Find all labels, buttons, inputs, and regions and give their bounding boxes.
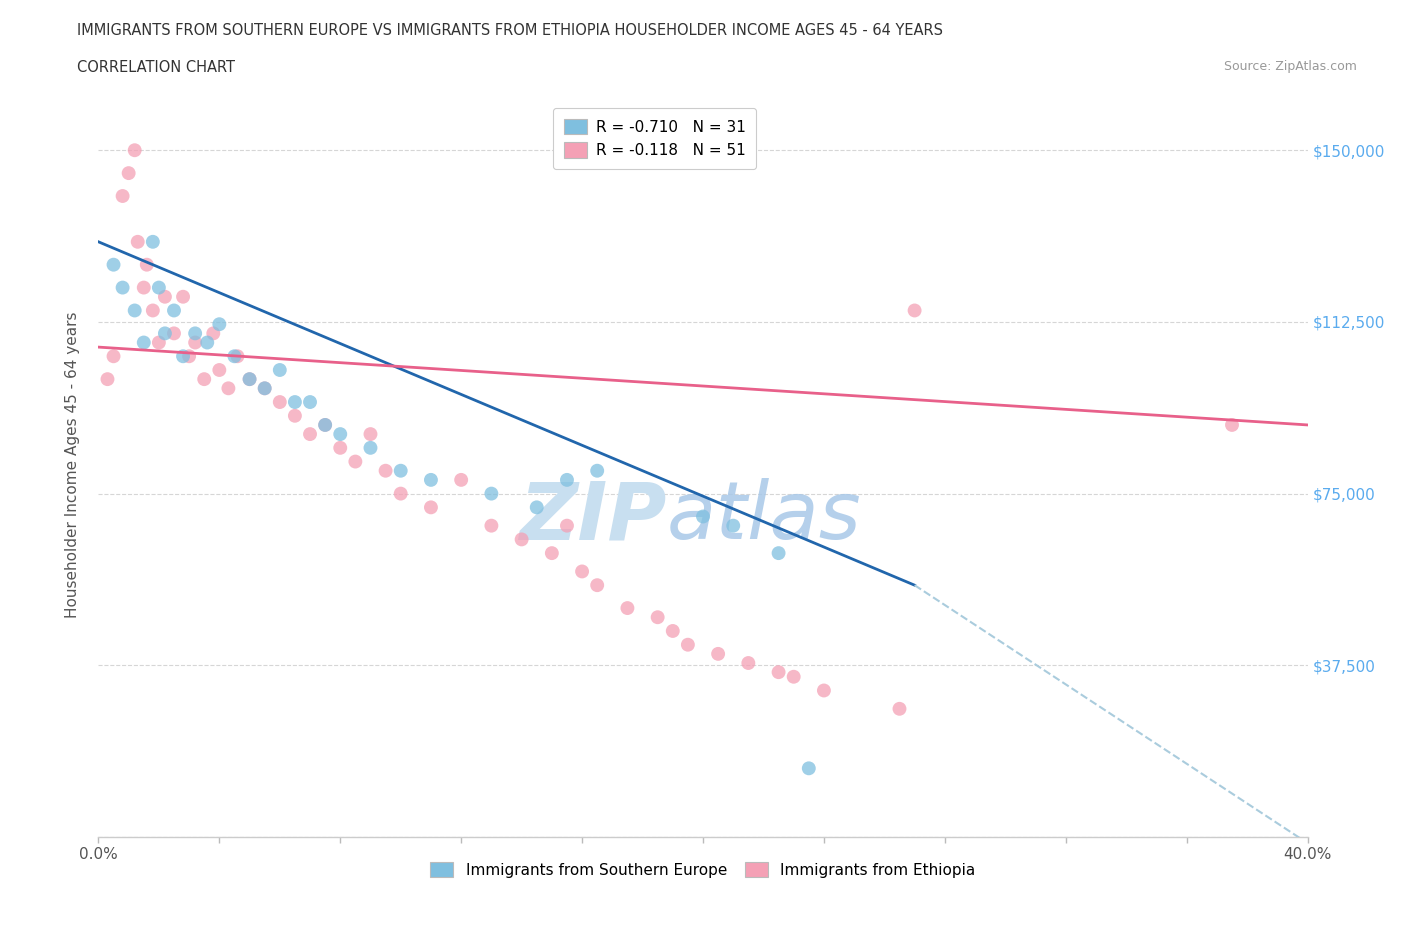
Point <box>329 441 352 456</box>
Point <box>586 578 609 592</box>
Point <box>153 289 176 304</box>
Point <box>184 335 207 350</box>
Point <box>661 623 683 638</box>
Text: Source: ZipAtlas.com: Source: ZipAtlas.com <box>1223 60 1357 73</box>
Point <box>314 418 336 432</box>
Point <box>481 518 503 533</box>
Point <box>253 381 276 396</box>
Point <box>450 472 472 487</box>
Point <box>797 761 820 776</box>
Point <box>111 280 134 295</box>
Point <box>103 349 125 364</box>
Point <box>284 394 307 409</box>
Point <box>299 394 322 409</box>
Point <box>127 234 149 249</box>
Point <box>768 665 790 680</box>
Point <box>889 701 911 716</box>
Point <box>142 234 165 249</box>
Point <box>239 372 262 387</box>
Point <box>813 683 835 698</box>
Text: IMMIGRANTS FROM SOUTHERN EUROPE VS IMMIGRANTS FROM ETHIOPIA HOUSEHOLDER INCOME A: IMMIGRANTS FROM SOUTHERN EUROPE VS IMMIG… <box>77 23 943 38</box>
Text: atlas: atlas <box>666 478 862 556</box>
Point <box>226 349 249 364</box>
Point <box>124 143 146 158</box>
Point <box>269 394 291 409</box>
Point <box>329 427 352 442</box>
Point <box>676 637 699 652</box>
Point <box>389 486 412 501</box>
Point <box>420 472 443 487</box>
Point <box>103 258 125 272</box>
Point <box>153 326 176 340</box>
Point <box>299 427 322 442</box>
Point <box>224 349 246 364</box>
Point <box>904 303 927 318</box>
Point <box>172 349 194 364</box>
Point <box>737 656 759 671</box>
Point <box>96 372 118 387</box>
Point <box>148 280 170 295</box>
Point <box>768 546 790 561</box>
Point <box>571 564 593 578</box>
Y-axis label: Householder Income Ages 45 - 64 years: Householder Income Ages 45 - 64 years <box>65 312 80 618</box>
Point <box>284 408 307 423</box>
Point <box>707 646 730 661</box>
Point <box>132 280 155 295</box>
Point <box>172 289 194 304</box>
Legend: Immigrants from Southern Europe, Immigrants from Ethiopia: Immigrants from Southern Europe, Immigra… <box>423 854 983 885</box>
Point <box>723 518 745 533</box>
Point <box>783 670 806 684</box>
Point <box>269 363 291 378</box>
Point <box>179 349 201 364</box>
Point <box>208 317 231 332</box>
Point <box>148 335 170 350</box>
Point <box>124 303 146 318</box>
Point <box>389 463 412 478</box>
Point <box>616 601 638 616</box>
Point <box>208 363 231 378</box>
Point <box>540 546 562 561</box>
Point <box>142 303 165 318</box>
Point <box>510 532 533 547</box>
Point <box>586 463 609 478</box>
Point <box>692 509 714 524</box>
Point <box>193 372 215 387</box>
Point <box>360 441 382 456</box>
Point <box>555 518 578 533</box>
Point <box>360 427 382 442</box>
Point <box>481 486 503 501</box>
Point <box>526 500 548 515</box>
Point <box>239 372 262 387</box>
Point <box>195 335 218 350</box>
Point <box>202 326 225 340</box>
Text: ZIP: ZIP <box>519 478 666 556</box>
Point <box>132 335 155 350</box>
Point <box>135 258 157 272</box>
Point <box>163 303 186 318</box>
Point <box>1220 418 1243 432</box>
Point <box>163 326 186 340</box>
Point <box>118 166 141 180</box>
Point <box>111 189 134 204</box>
Point <box>420 500 443 515</box>
Point <box>253 381 276 396</box>
Point <box>555 472 578 487</box>
Point <box>184 326 207 340</box>
Point <box>647 610 669 625</box>
Text: CORRELATION CHART: CORRELATION CHART <box>77 60 235 75</box>
Point <box>374 463 396 478</box>
Point <box>314 418 336 432</box>
Point <box>217 381 239 396</box>
Point <box>344 454 367 469</box>
